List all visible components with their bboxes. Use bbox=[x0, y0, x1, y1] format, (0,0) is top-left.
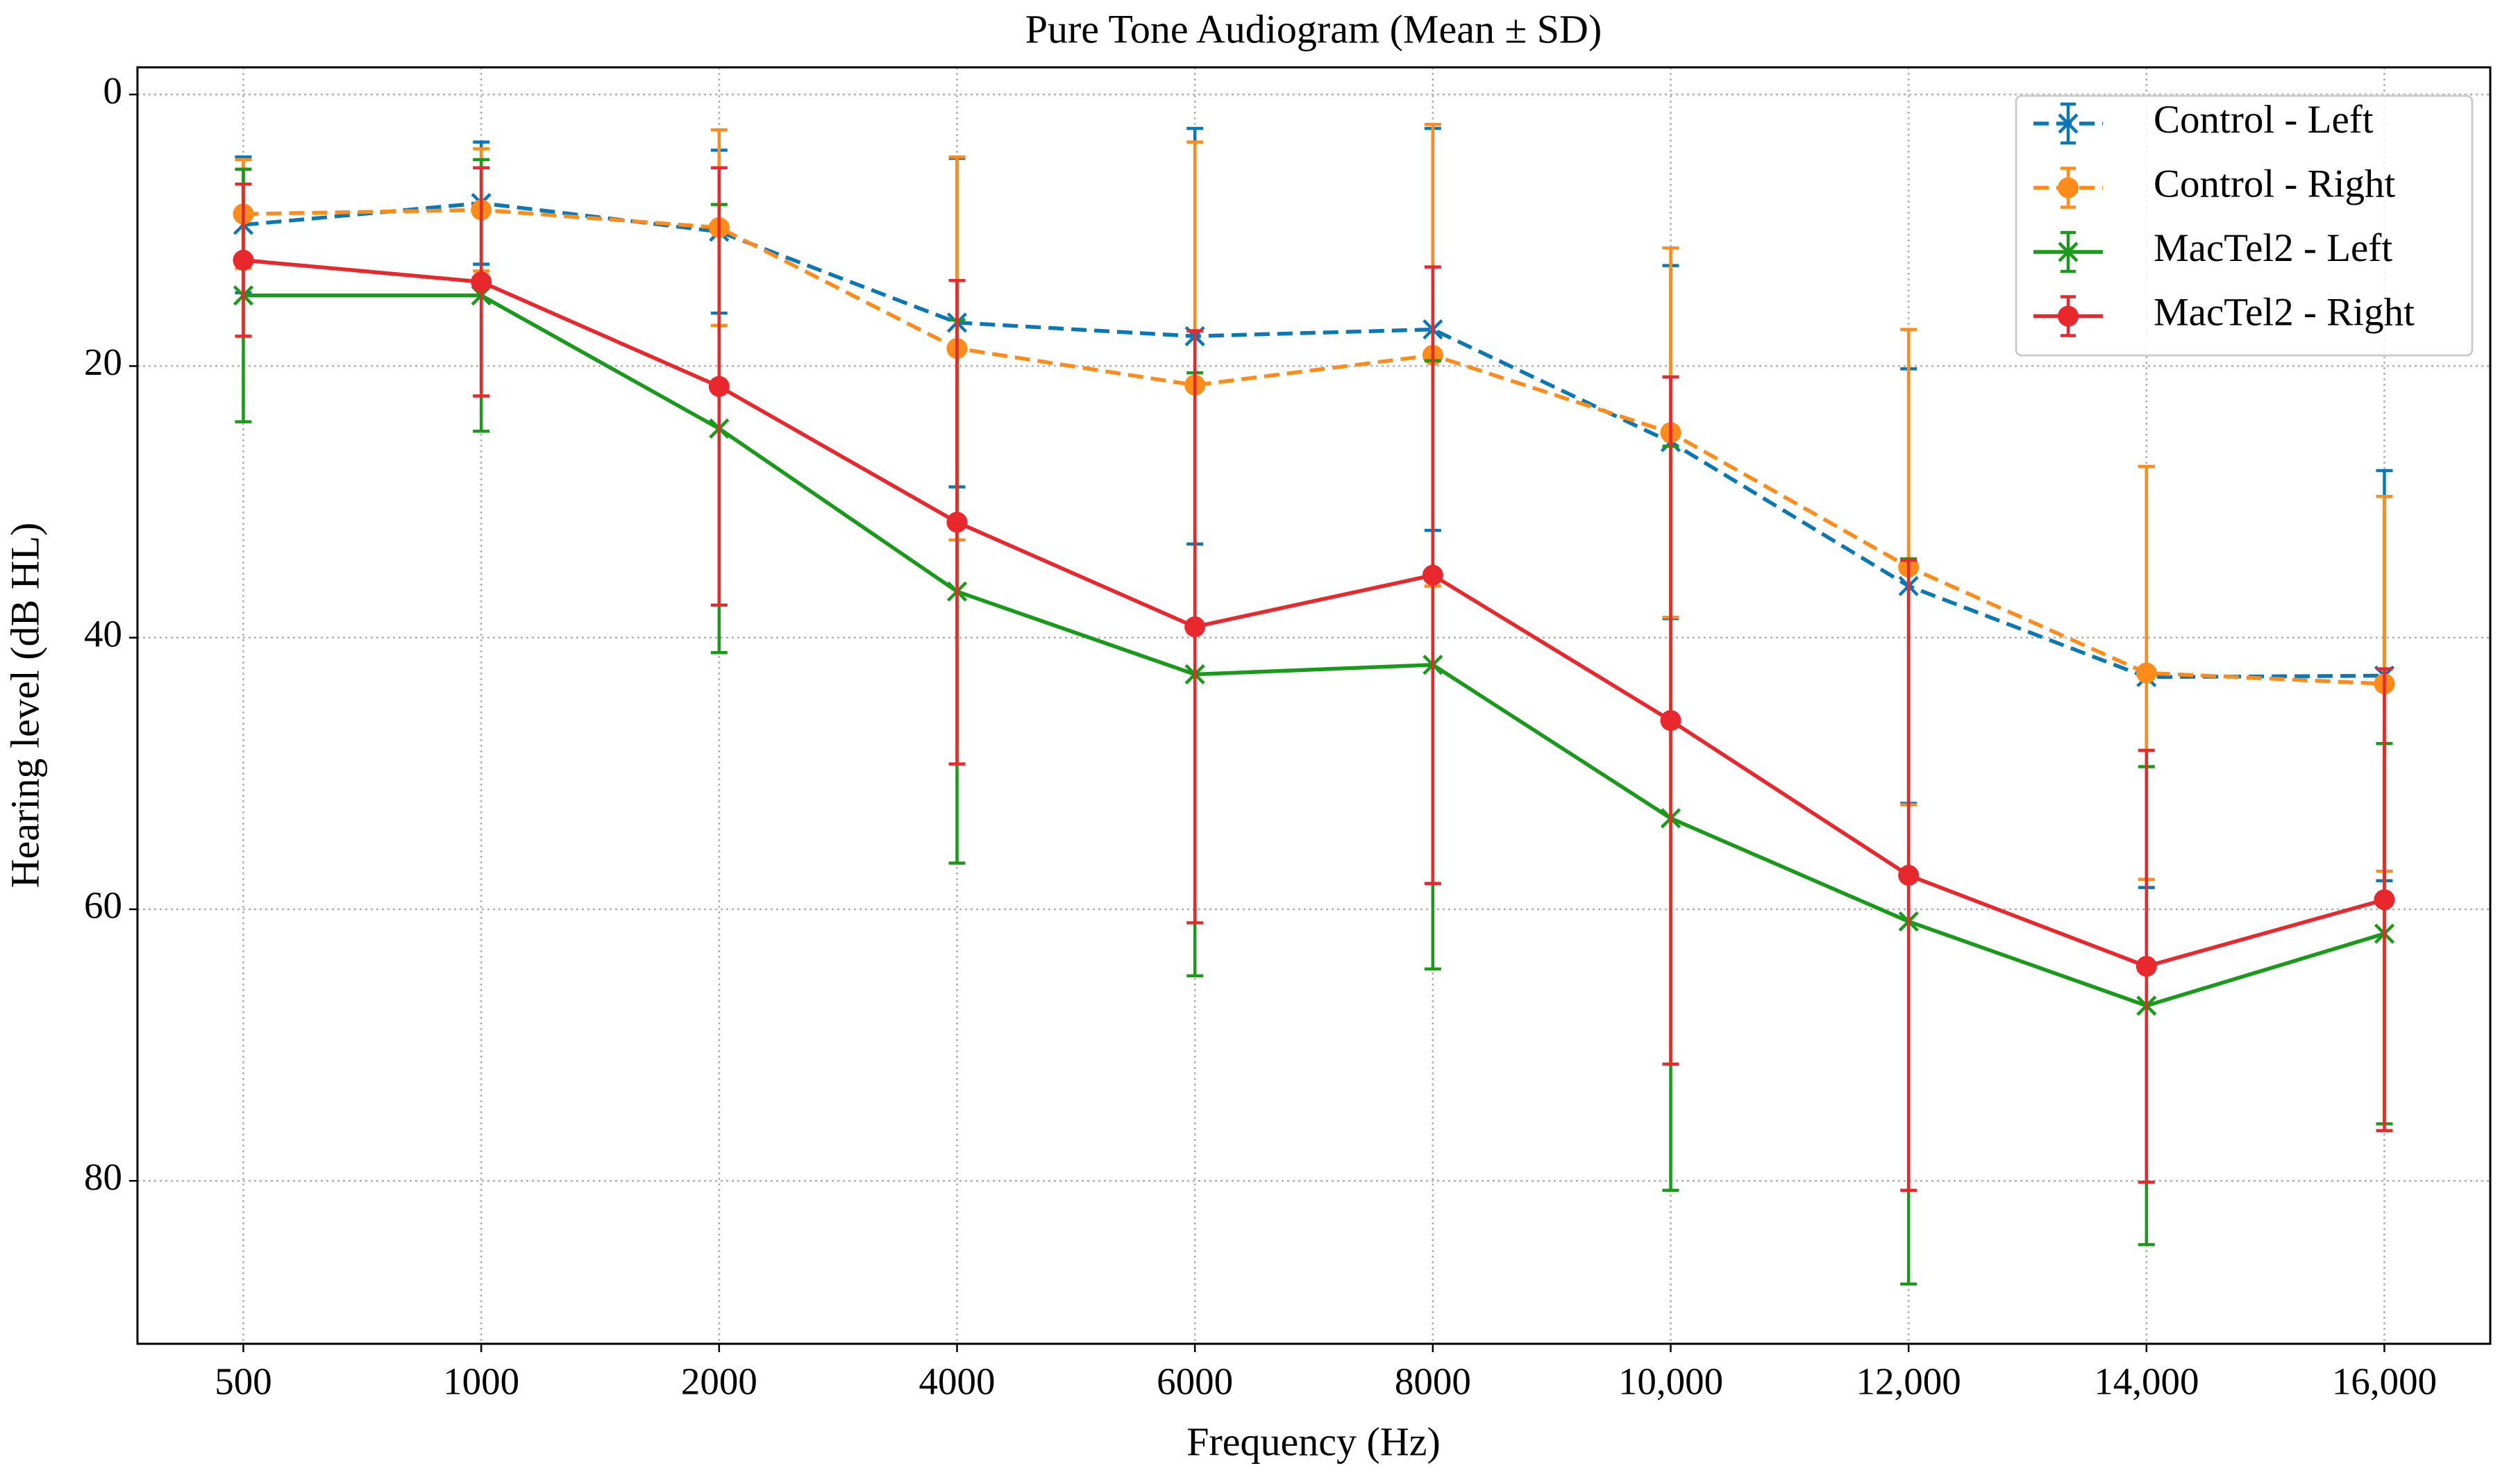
x-axis-label: Frequency (Hz) bbox=[1186, 1419, 1441, 1464]
series bbox=[233, 166, 2395, 1192]
x-tick-label: 6000 bbox=[1157, 1360, 1233, 1403]
y-tick-label: 20 bbox=[84, 341, 122, 383]
x-tick-label: 4000 bbox=[919, 1360, 996, 1403]
x-tick-label: 10,000 bbox=[1618, 1360, 1723, 1403]
legend-label: MacTel2 - Right bbox=[2154, 291, 2415, 335]
legend-marker bbox=[2058, 242, 2079, 262]
legend-label: Control - Right bbox=[2154, 162, 2396, 206]
x-tick-label: 14,000 bbox=[2094, 1360, 2199, 1403]
x-tick-label: 1000 bbox=[443, 1360, 519, 1403]
legend-marker bbox=[2058, 305, 2079, 327]
x-tick-label: 16,000 bbox=[2332, 1360, 2437, 1403]
data-point bbox=[233, 249, 254, 271]
data-point bbox=[2135, 662, 2157, 684]
legend-marker bbox=[2058, 113, 2079, 134]
series-line bbox=[243, 293, 2385, 1008]
data-point bbox=[1184, 616, 1206, 638]
data-point bbox=[471, 271, 492, 293]
data-point bbox=[1898, 865, 1920, 886]
series-line bbox=[243, 208, 2385, 686]
series-line bbox=[243, 258, 2385, 968]
data-point bbox=[1660, 710, 1681, 732]
x-tick-label: 500 bbox=[215, 1360, 272, 1403]
y-tick-label: 0 bbox=[103, 69, 123, 112]
legend-label: Control - Left bbox=[2154, 98, 2374, 142]
data-point bbox=[1422, 564, 1443, 586]
y-tick-label: 40 bbox=[84, 612, 122, 655]
data-point bbox=[708, 376, 730, 397]
legend-label: MacTel2 - Left bbox=[2154, 226, 2392, 270]
y-tick-label: 60 bbox=[84, 884, 122, 927]
x-tick-label: 2000 bbox=[681, 1360, 757, 1403]
chart-title: Pure Tone Audiogram (Mean ± SD) bbox=[1025, 6, 1602, 51]
legend-marker bbox=[2058, 177, 2079, 199]
y-axis-label: Hearing level (dB HL) bbox=[2, 523, 47, 888]
legend-box bbox=[2015, 94, 2474, 357]
data-point bbox=[2135, 956, 2157, 977]
x-tick-label: 12,000 bbox=[1856, 1360, 1961, 1403]
data-point bbox=[2374, 889, 2395, 911]
plot-frame bbox=[136, 66, 2492, 1345]
y-tick-label: 80 bbox=[84, 1156, 122, 1198]
data-point bbox=[946, 512, 968, 533]
x-tick-label: 8000 bbox=[1395, 1360, 1471, 1403]
